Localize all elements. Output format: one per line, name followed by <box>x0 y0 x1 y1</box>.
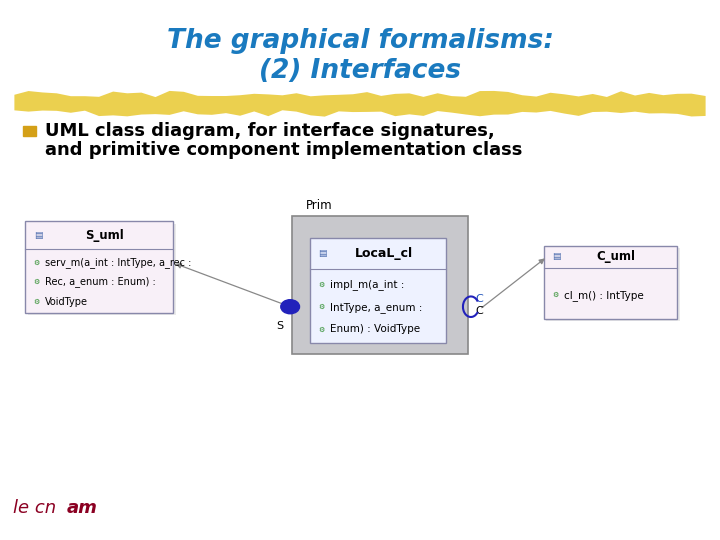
Text: Prim: Prim <box>306 199 333 212</box>
FancyBboxPatch shape <box>25 221 173 313</box>
Text: (2) Interfaces: (2) Interfaces <box>259 58 461 84</box>
Text: ▤: ▤ <box>552 252 561 261</box>
Text: serv_m(a_int : IntType, a_rec :: serv_m(a_int : IntType, a_rec : <box>45 257 192 268</box>
Text: ▤: ▤ <box>318 249 327 258</box>
Text: Rec, a_enum : Enum) :: Rec, a_enum : Enum) : <box>45 276 156 287</box>
Text: ⚙: ⚙ <box>34 279 40 285</box>
Text: C: C <box>475 294 483 304</box>
Text: C_uml: C_uml <box>596 250 636 263</box>
Text: impl_m(a_int :: impl_m(a_int : <box>330 279 404 291</box>
Text: ⚙: ⚙ <box>34 260 40 266</box>
Text: IntType, a_enum :: IntType, a_enum : <box>330 302 422 313</box>
Polygon shape <box>14 91 706 117</box>
Text: ▤: ▤ <box>34 231 42 240</box>
FancyBboxPatch shape <box>544 246 677 319</box>
Text: ⚙: ⚙ <box>552 292 559 298</box>
FancyBboxPatch shape <box>292 216 468 354</box>
Text: The graphical formalisms:: The graphical formalisms: <box>166 28 554 53</box>
Text: and primitive component implementation class: and primitive component implementation c… <box>45 140 523 159</box>
Text: C: C <box>475 306 483 315</box>
Text: ⚙: ⚙ <box>318 304 325 310</box>
Text: LocaL_cl: LocaL_cl <box>355 247 413 260</box>
Text: am: am <box>67 500 98 517</box>
FancyBboxPatch shape <box>312 240 449 345</box>
Circle shape <box>281 300 300 314</box>
FancyBboxPatch shape <box>310 238 446 343</box>
Text: ⚙: ⚙ <box>34 299 40 305</box>
Text: le cn: le cn <box>13 500 56 517</box>
Text: UML class diagram, for interface signatures,: UML class diagram, for interface signatu… <box>45 122 495 140</box>
Text: VoidType: VoidType <box>45 296 89 307</box>
Text: S: S <box>276 321 283 331</box>
Text: ⚙: ⚙ <box>318 282 325 288</box>
Bar <box>23 126 36 136</box>
Text: cl_m() : IntType: cl_m() : IntType <box>564 289 644 300</box>
Text: Enum) : VoidType: Enum) : VoidType <box>330 325 420 334</box>
Text: ⚙: ⚙ <box>318 327 325 333</box>
FancyBboxPatch shape <box>28 224 176 315</box>
Text: S_uml: S_uml <box>86 228 124 242</box>
FancyBboxPatch shape <box>546 248 680 321</box>
